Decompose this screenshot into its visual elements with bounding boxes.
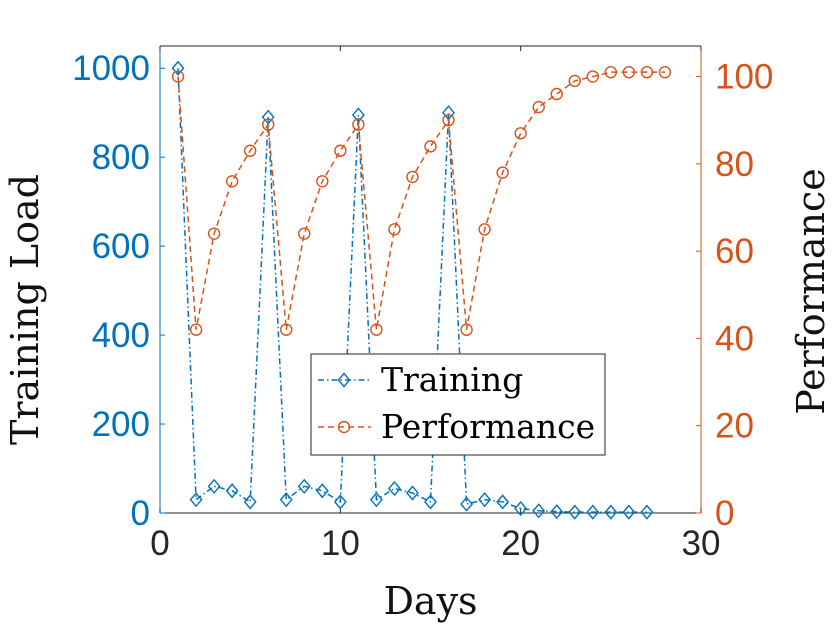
right-y-tick-label: 100 <box>715 58 773 97</box>
performance-data-point <box>334 144 347 157</box>
training-data-point <box>424 494 437 510</box>
training-data-point <box>333 494 347 510</box>
left-y-tick-label: 1000 <box>72 49 150 88</box>
training-data-point <box>297 478 311 494</box>
training-data-point <box>351 107 365 123</box>
performance-data-point <box>640 65 654 79</box>
training-data-point <box>315 483 329 499</box>
x-tick-label: 30 <box>682 524 721 563</box>
right-y-tick-label: 0 <box>715 494 734 533</box>
performance-data-point <box>478 223 491 236</box>
left-y-tick-label: 0 <box>131 494 150 533</box>
left-y-tick-label: 600 <box>92 227 150 266</box>
left-y-axis-title: Training Load <box>3 174 47 445</box>
legend-performance-label: Performance <box>381 407 595 446</box>
training-data-point <box>586 504 600 520</box>
training-data-point <box>532 503 546 519</box>
training-data-point <box>279 492 293 508</box>
performance-data-point <box>388 223 401 236</box>
legend-performance-marker <box>337 420 351 434</box>
performance-data-point <box>370 323 383 336</box>
left-y-tick-label: 200 <box>92 405 150 444</box>
x-tick-label: 0 <box>150 524 169 563</box>
performance-data-point <box>406 170 419 184</box>
performance-data-point <box>171 70 185 83</box>
performance-data-point <box>352 118 365 131</box>
legend-training-label: Training <box>381 360 523 399</box>
training-data-point <box>406 485 419 501</box>
right-y-tick-label: 80 <box>715 145 754 184</box>
legend-box <box>310 353 606 456</box>
performance-series-line <box>177 71 665 330</box>
performance-data-point <box>280 323 293 336</box>
training-data-point <box>478 492 492 508</box>
left-y-tick-label: 400 <box>92 316 150 355</box>
performance-data-point <box>658 65 672 79</box>
performance-data-point <box>243 144 257 157</box>
performance-data-point <box>496 166 509 179</box>
performance-data-point <box>424 140 437 153</box>
performance-data-point <box>532 100 545 114</box>
performance-data-point <box>586 70 599 83</box>
left-y-tick-label: 800 <box>92 138 150 177</box>
training-data-point <box>369 492 383 508</box>
performance-data-point <box>316 175 329 188</box>
performance-data-point <box>604 65 618 79</box>
training-data-point <box>496 494 510 510</box>
x-tick-label: 20 <box>501 524 540 563</box>
training-data-point <box>550 504 564 520</box>
performance-data-point <box>225 175 239 188</box>
performance-data-point <box>442 113 455 127</box>
performance-data-point <box>622 65 636 79</box>
training-data-point <box>514 500 528 517</box>
training-data-point <box>189 492 203 508</box>
performance-data-point <box>262 118 275 131</box>
training-data-point <box>622 504 636 520</box>
training-data-point <box>604 504 618 520</box>
performance-data-point <box>207 227 221 240</box>
x-tick-label: 10 <box>321 524 360 563</box>
training-data-point <box>640 504 654 520</box>
training-data-point <box>568 504 582 520</box>
right-y-axis-title: Performance <box>789 168 833 415</box>
training-data-point <box>387 480 401 497</box>
performance-data-point <box>298 227 311 240</box>
performance-data-point <box>460 323 473 336</box>
training-data-point <box>243 494 257 510</box>
training-data-point <box>460 496 474 512</box>
training-data-point <box>171 60 185 76</box>
performance-data-point <box>550 87 563 101</box>
performance-data-point <box>514 127 527 140</box>
right-y-tick-label: 40 <box>715 319 754 358</box>
performance-data-point <box>189 323 203 336</box>
right-y-tick-label: 60 <box>715 232 754 271</box>
performance-data-point <box>568 74 581 88</box>
x-axis-title: Days <box>383 579 477 623</box>
legend-training-marker <box>337 372 351 388</box>
training-data-point <box>225 483 239 499</box>
right-y-tick-label: 20 <box>715 407 754 446</box>
training-data-point <box>207 478 221 494</box>
